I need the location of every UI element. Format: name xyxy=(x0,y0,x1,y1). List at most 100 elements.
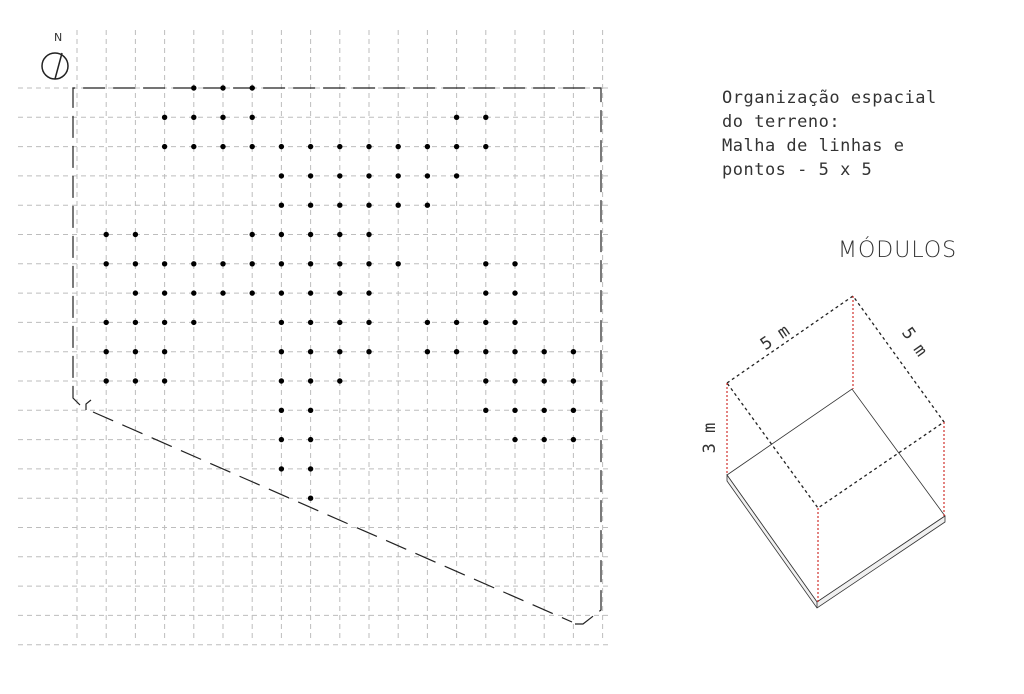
description-line: Malha de linhas e xyxy=(722,136,905,156)
grid-point xyxy=(570,407,577,413)
grid-point xyxy=(161,261,168,267)
grid-point xyxy=(337,173,343,179)
grid-point xyxy=(512,319,518,326)
grid-point xyxy=(307,202,314,208)
grid-point xyxy=(366,231,372,238)
grid-point xyxy=(191,261,197,267)
grid-point xyxy=(512,378,518,384)
grid-point xyxy=(278,173,285,179)
grid-point xyxy=(161,290,168,296)
grid-point xyxy=(278,319,285,326)
grid-point xyxy=(132,378,139,384)
grid-point xyxy=(191,143,197,150)
grid-point xyxy=(424,349,431,355)
grid-point xyxy=(278,349,285,355)
grid-point xyxy=(132,349,139,355)
grid-point xyxy=(483,349,489,355)
grid-point xyxy=(395,173,401,179)
grid-point xyxy=(220,261,226,267)
description-line: pontos - 5 x 5 xyxy=(722,160,873,180)
grid-point xyxy=(366,143,372,150)
grid-point xyxy=(220,290,226,296)
grid-point xyxy=(103,261,109,267)
grid-point xyxy=(307,378,314,384)
grid-point xyxy=(453,143,460,150)
grid-lines xyxy=(18,30,610,646)
grid-point xyxy=(307,495,314,501)
grid-point xyxy=(424,173,431,179)
grid-point xyxy=(278,290,285,296)
grid-point xyxy=(103,319,109,326)
grid-point xyxy=(307,261,314,267)
grid-point xyxy=(541,436,547,443)
grid-point xyxy=(337,290,343,296)
grid-point xyxy=(249,143,255,150)
grid-points xyxy=(103,85,577,501)
grid-point xyxy=(278,231,285,238)
grid-point xyxy=(249,261,255,267)
grid-point xyxy=(132,261,139,267)
grid-point xyxy=(366,173,372,179)
grid-point xyxy=(366,202,372,208)
grid-point xyxy=(337,143,343,150)
site-boundary xyxy=(72,87,602,625)
site-boundary-diagonal xyxy=(92,411,573,623)
grid-point xyxy=(278,378,285,384)
grid-point xyxy=(541,378,547,384)
grid-point xyxy=(220,143,226,150)
grid-point xyxy=(161,319,168,326)
modules-title: MÓDULOS xyxy=(838,238,958,263)
grid-point xyxy=(541,349,547,355)
grid-point xyxy=(366,290,372,296)
grid-point xyxy=(541,407,547,413)
grid-point xyxy=(483,143,489,150)
site-description: Organização espacial do terreno: Malha d… xyxy=(722,86,1012,182)
grid-point xyxy=(483,114,489,121)
grid-point xyxy=(220,114,226,121)
grid-point xyxy=(512,261,518,267)
grid-point xyxy=(132,231,139,238)
grid-point xyxy=(366,349,372,355)
grid-point xyxy=(512,436,518,443)
description-line: do terreno: xyxy=(722,112,841,132)
grid-point xyxy=(570,378,577,384)
grid-point xyxy=(103,349,109,355)
grid-point xyxy=(366,319,372,326)
grid-point xyxy=(249,114,255,121)
grid-point xyxy=(424,143,431,150)
dimension-label-length: 5 m xyxy=(757,321,794,355)
dimension-label-width: 5 m xyxy=(897,324,931,361)
north-arrow-icon xyxy=(41,52,69,80)
grid-point xyxy=(161,378,168,384)
grid-point xyxy=(161,143,168,150)
grid-point xyxy=(570,349,577,355)
grid-point xyxy=(220,85,226,91)
grid-point xyxy=(278,202,285,208)
grid-point xyxy=(483,290,489,296)
grid-point xyxy=(307,290,314,296)
grid-point xyxy=(161,349,168,355)
grid-point xyxy=(512,407,518,413)
grid-point xyxy=(483,261,489,267)
grid-point xyxy=(395,261,401,267)
grid-point xyxy=(132,290,139,296)
grid-point xyxy=(103,231,109,238)
grid-point xyxy=(337,202,343,208)
grid-point xyxy=(278,407,285,413)
grid-point xyxy=(337,378,343,384)
grid-point xyxy=(337,319,343,326)
grid-point xyxy=(483,407,489,413)
grid-point xyxy=(161,114,168,121)
grid-point xyxy=(103,378,109,384)
grid-point xyxy=(424,202,431,208)
grid-point xyxy=(307,436,314,443)
north-label: N xyxy=(54,31,63,44)
dimension-label-height: 3 m xyxy=(700,423,720,454)
grid-point xyxy=(512,290,518,296)
grid-point xyxy=(366,261,372,267)
grid-point xyxy=(307,173,314,179)
grid-point xyxy=(453,173,460,179)
grid-point xyxy=(307,407,314,413)
grid-point xyxy=(337,231,343,238)
